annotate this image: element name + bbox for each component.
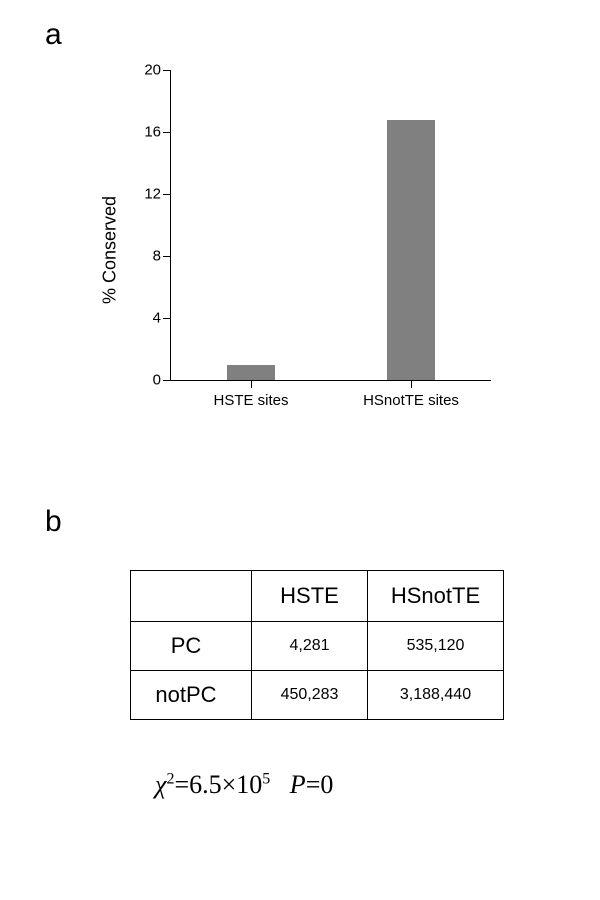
y-tick bbox=[163, 318, 171, 319]
table-corner-cell bbox=[131, 571, 252, 622]
table-row-header: notPC bbox=[131, 671, 252, 720]
y-tick-label: 4 bbox=[131, 310, 161, 327]
chi-value: 6.5 bbox=[189, 770, 222, 799]
y-tick-label: 20 bbox=[131, 62, 161, 79]
table-col-header: HSTE bbox=[252, 571, 368, 622]
p-value: 0 bbox=[320, 770, 333, 799]
table-col-header: HSnotTE bbox=[368, 571, 504, 622]
table-cell: 450,283 bbox=[252, 671, 368, 720]
y-tick bbox=[163, 256, 171, 257]
x-tick bbox=[411, 380, 412, 388]
y-tick bbox=[163, 194, 171, 195]
y-tick-label: 16 bbox=[131, 124, 161, 141]
contingency-table: HSTEHSnotTE PC4,281535,120 notPC450,2833,1… bbox=[130, 570, 504, 720]
table-cell: 3,188,440 bbox=[368, 671, 504, 720]
y-tick bbox=[163, 70, 171, 71]
y-tick bbox=[163, 132, 171, 133]
panel-b-label: b bbox=[45, 505, 62, 539]
chi-square-stats: χ2=6.5×105 P=0 bbox=[155, 770, 333, 800]
y-tick-label: 0 bbox=[131, 372, 161, 389]
bar bbox=[227, 365, 275, 381]
y-tick-label: 8 bbox=[131, 248, 161, 265]
y-axis-title: % Conserved bbox=[100, 196, 121, 304]
figure-root: a % Conserved 048121620HSTE sitesHSnotTE… bbox=[0, 0, 600, 900]
plot-area: 048121620HSTE sitesHSnotTE sites bbox=[170, 70, 491, 381]
table-cell: 4,281 bbox=[252, 622, 368, 671]
bar-chart: % Conserved 048121620HSTE sitesHSnotTE s… bbox=[120, 60, 520, 440]
x-tick-label: HSnotTE sites bbox=[363, 392, 459, 409]
x-tick bbox=[251, 380, 252, 388]
panel-a-label: a bbox=[45, 18, 62, 52]
table-cell: 535,120 bbox=[368, 622, 504, 671]
contingency-table-wrap: HSTEHSnotTE PC4,281535,120 notPC450,2833,1… bbox=[130, 570, 504, 720]
table-row-header: PC bbox=[131, 622, 252, 671]
y-tick-label: 12 bbox=[131, 186, 161, 203]
bar bbox=[387, 120, 435, 380]
y-tick bbox=[163, 380, 171, 381]
x-tick-label: HSTE sites bbox=[213, 392, 288, 409]
